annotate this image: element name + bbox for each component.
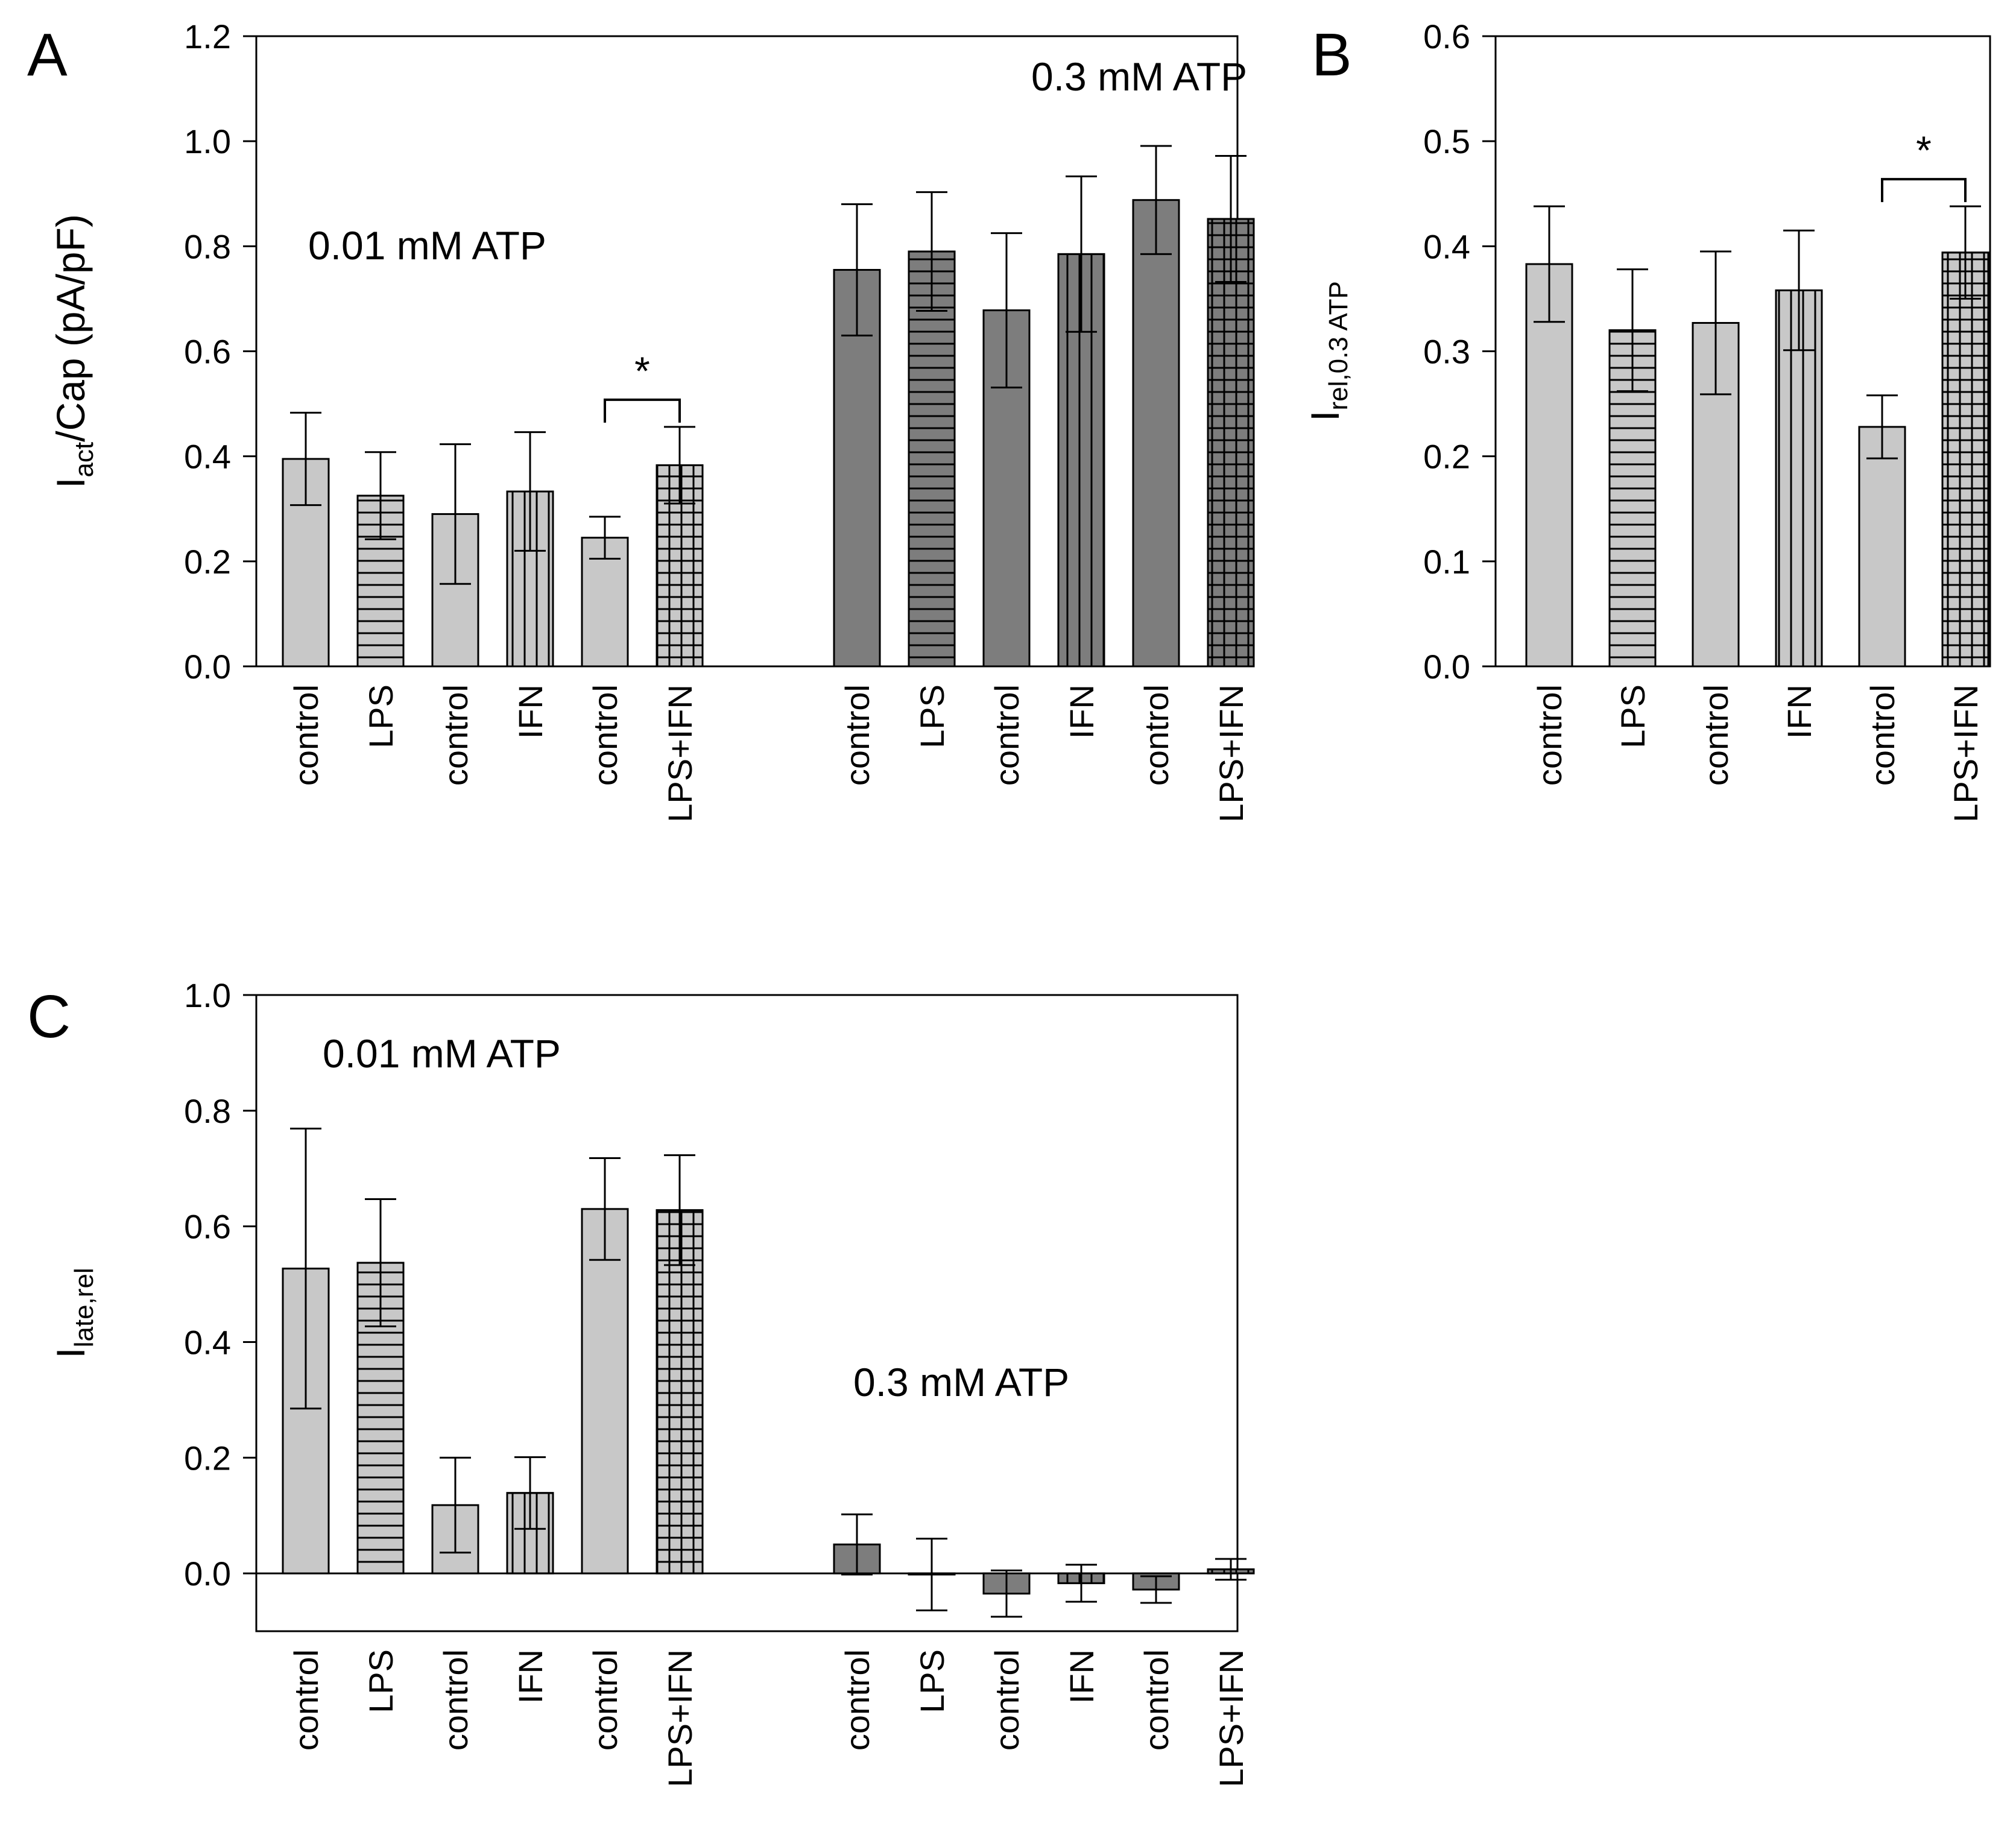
y-axis-label: Ilate,rel xyxy=(48,1268,99,1358)
group-annotation: 0.01 mM ATP xyxy=(308,223,546,268)
y-tick-label: 0.8 xyxy=(184,1092,231,1130)
y-tick-label: 0.0 xyxy=(1423,648,1470,686)
bar-hatch xyxy=(1941,251,1989,668)
y-axis-label: Irel,0.3 ATP xyxy=(1303,281,1353,422)
category-label: LPS+IFN xyxy=(661,684,699,823)
y-tick-label: 0.2 xyxy=(184,1439,231,1477)
y-tick-label: 0.4 xyxy=(184,1323,231,1361)
bar xyxy=(1132,199,1180,668)
y-tick-label: 0.6 xyxy=(184,1208,231,1246)
category-label: LPS+IFN xyxy=(661,1649,699,1787)
category-label: LPS xyxy=(362,684,400,748)
category-label: LPS+IFN xyxy=(1947,684,1985,823)
bar xyxy=(1858,426,1906,668)
panel-letter: A xyxy=(27,21,68,89)
category-label: control xyxy=(1697,684,1735,786)
category-label: control xyxy=(586,1649,624,1751)
significance-marker: * xyxy=(1916,128,1932,172)
category-label: control xyxy=(988,684,1026,786)
category-label: IFN xyxy=(1780,684,1818,739)
significance-marker: * xyxy=(634,349,650,393)
bar-hatch xyxy=(356,1262,405,1575)
category-label: control xyxy=(1531,684,1569,786)
panel-letter: C xyxy=(27,983,71,1050)
category-label: LPS xyxy=(1614,684,1652,748)
bar xyxy=(581,1208,629,1575)
category-label: IFN xyxy=(1063,1649,1101,1704)
category-label: control xyxy=(287,684,325,786)
category-label: control xyxy=(586,684,624,786)
category-label: LPS xyxy=(913,684,951,748)
y-tick-label: 0.6 xyxy=(1423,17,1470,55)
category-label: control xyxy=(437,684,475,786)
category-label: control xyxy=(287,1649,325,1751)
category-label: IFN xyxy=(511,684,549,739)
group-annotation: 0.3 mM ATP xyxy=(853,1360,1069,1404)
significance-bracket xyxy=(604,398,681,423)
panel-b: B 0.0 0.1 0.2 0.3 0.4 0.5 0.6 Irel,0.3 ATP contro… xyxy=(1303,17,1991,823)
y-tick-label: 0.8 xyxy=(184,227,231,265)
category-label: control xyxy=(437,1649,475,1751)
y-tick-label: 0.6 xyxy=(184,333,231,371)
y-axis-label: Iact/Cap (pA/pF) xyxy=(48,214,99,488)
y-tick-label: 0.5 xyxy=(1423,122,1470,160)
y-tick-label: 1.0 xyxy=(184,976,231,1014)
category-label: control xyxy=(1137,684,1175,786)
panel-a: A 0.0 0.2 0.4 0.6 0.8 1.0 1.2 Iact/Cap (pA/pF) co… xyxy=(27,17,1255,823)
category-label: control xyxy=(1137,1649,1175,1751)
bar-hatch xyxy=(908,250,956,668)
category-label: control xyxy=(988,1649,1026,1751)
category-label: control xyxy=(838,684,876,786)
y-tick-label: 0.2 xyxy=(1423,438,1470,476)
category-label: control xyxy=(838,1649,876,1751)
category-label: LPS xyxy=(913,1649,951,1713)
significance-bracket xyxy=(1881,178,1967,203)
y-tick-label: 0.4 xyxy=(184,438,231,476)
category-label: IFN xyxy=(1063,684,1101,739)
category-label: LPS+IFN xyxy=(1212,684,1250,823)
category-label: LPS+IFN xyxy=(1212,1649,1250,1787)
bar-hatch xyxy=(1608,329,1657,668)
bar xyxy=(1525,263,1573,668)
plot-frame xyxy=(255,994,1239,1632)
group-annotation: 0.01 mM ATP xyxy=(323,1031,561,1076)
y-tick-label: 0.4 xyxy=(1423,227,1470,265)
bar-hatch xyxy=(1207,218,1255,668)
panel-letter: B xyxy=(1312,21,1352,89)
y-tick-label: 1.0 xyxy=(184,122,231,160)
panel-c: C 0.0 0.2 0.4 0.6 0.8 1.0 Ilate,rel control LPS co… xyxy=(27,976,1255,1787)
group-annotation: 0.3 mM ATP xyxy=(1031,54,1247,99)
y-tick-label: 0.1 xyxy=(1423,543,1470,581)
category-label: IFN xyxy=(511,1649,549,1704)
category-label: control xyxy=(1863,684,1901,786)
y-tick-label: 0.2 xyxy=(184,543,231,581)
y-tick-label: 0.3 xyxy=(1423,333,1470,371)
bar-hatch xyxy=(656,1209,704,1575)
y-tick-label: 0.0 xyxy=(184,1555,231,1593)
category-label: LPS xyxy=(362,1649,400,1713)
y-tick-label: 0.0 xyxy=(184,648,231,686)
y-tick-label: 1.2 xyxy=(184,17,231,55)
